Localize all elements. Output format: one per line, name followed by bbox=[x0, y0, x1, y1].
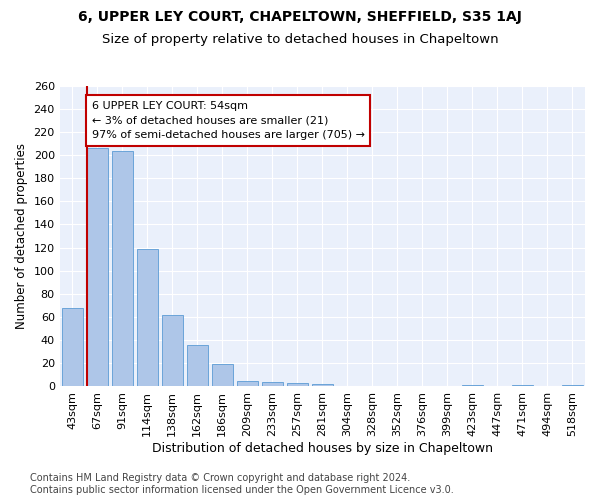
X-axis label: Distribution of detached houses by size in Chapeltown: Distribution of detached houses by size … bbox=[152, 442, 493, 455]
Bar bbox=[62, 308, 83, 386]
Bar bbox=[86, 148, 108, 386]
Bar bbox=[287, 383, 308, 386]
Bar bbox=[212, 364, 233, 386]
Text: 6, UPPER LEY COURT, CHAPELTOWN, SHEFFIELD, S35 1AJ: 6, UPPER LEY COURT, CHAPELTOWN, SHEFFIEL… bbox=[78, 10, 522, 24]
Bar bbox=[112, 152, 133, 386]
Text: 6 UPPER LEY COURT: 54sqm
← 3% of detached houses are smaller (21)
97% of semi-de: 6 UPPER LEY COURT: 54sqm ← 3% of detache… bbox=[92, 100, 365, 140]
Bar bbox=[262, 382, 283, 386]
Bar bbox=[312, 384, 333, 386]
Text: Contains HM Land Registry data © Crown copyright and database right 2024.
Contai: Contains HM Land Registry data © Crown c… bbox=[30, 474, 454, 495]
Y-axis label: Number of detached properties: Number of detached properties bbox=[15, 143, 28, 329]
Bar bbox=[236, 380, 258, 386]
Bar bbox=[137, 248, 158, 386]
Bar bbox=[161, 314, 183, 386]
Bar bbox=[187, 345, 208, 387]
Text: Size of property relative to detached houses in Chapeltown: Size of property relative to detached ho… bbox=[101, 32, 499, 46]
